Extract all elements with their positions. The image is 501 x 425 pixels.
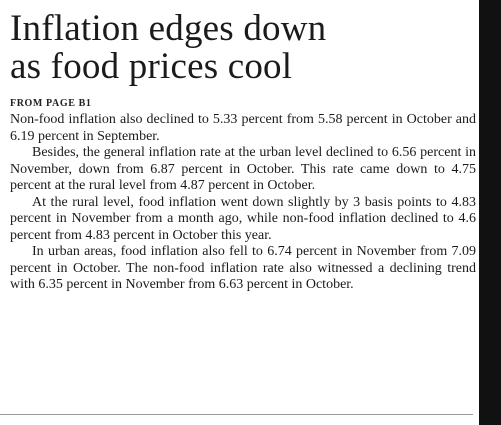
- article: Inflation edges down as food prices cool…: [10, 10, 476, 294]
- paragraph-4: In urban areas, food inflation also fell…: [10, 244, 476, 292]
- page-edge-bar: [479, 0, 501, 425]
- article-body: Non-food inflation also declined to 5.33…: [10, 112, 476, 294]
- headline-line-2: as food prices cool: [10, 46, 293, 87]
- paragraph-2: Besides, the general inflation rate at t…: [10, 145, 476, 193]
- continued-from-label: FROM PAGE B1: [10, 98, 92, 109]
- paragraph-1: Non-food inflation also declined to 5.33…: [10, 112, 476, 144]
- bottom-divider: [0, 414, 473, 415]
- paragraph-3: At the rural level, food inflation went …: [10, 194, 476, 243]
- headline-line-1: Inflation edges down: [10, 8, 327, 49]
- headline: Inflation edges down as food prices cool: [10, 10, 476, 86]
